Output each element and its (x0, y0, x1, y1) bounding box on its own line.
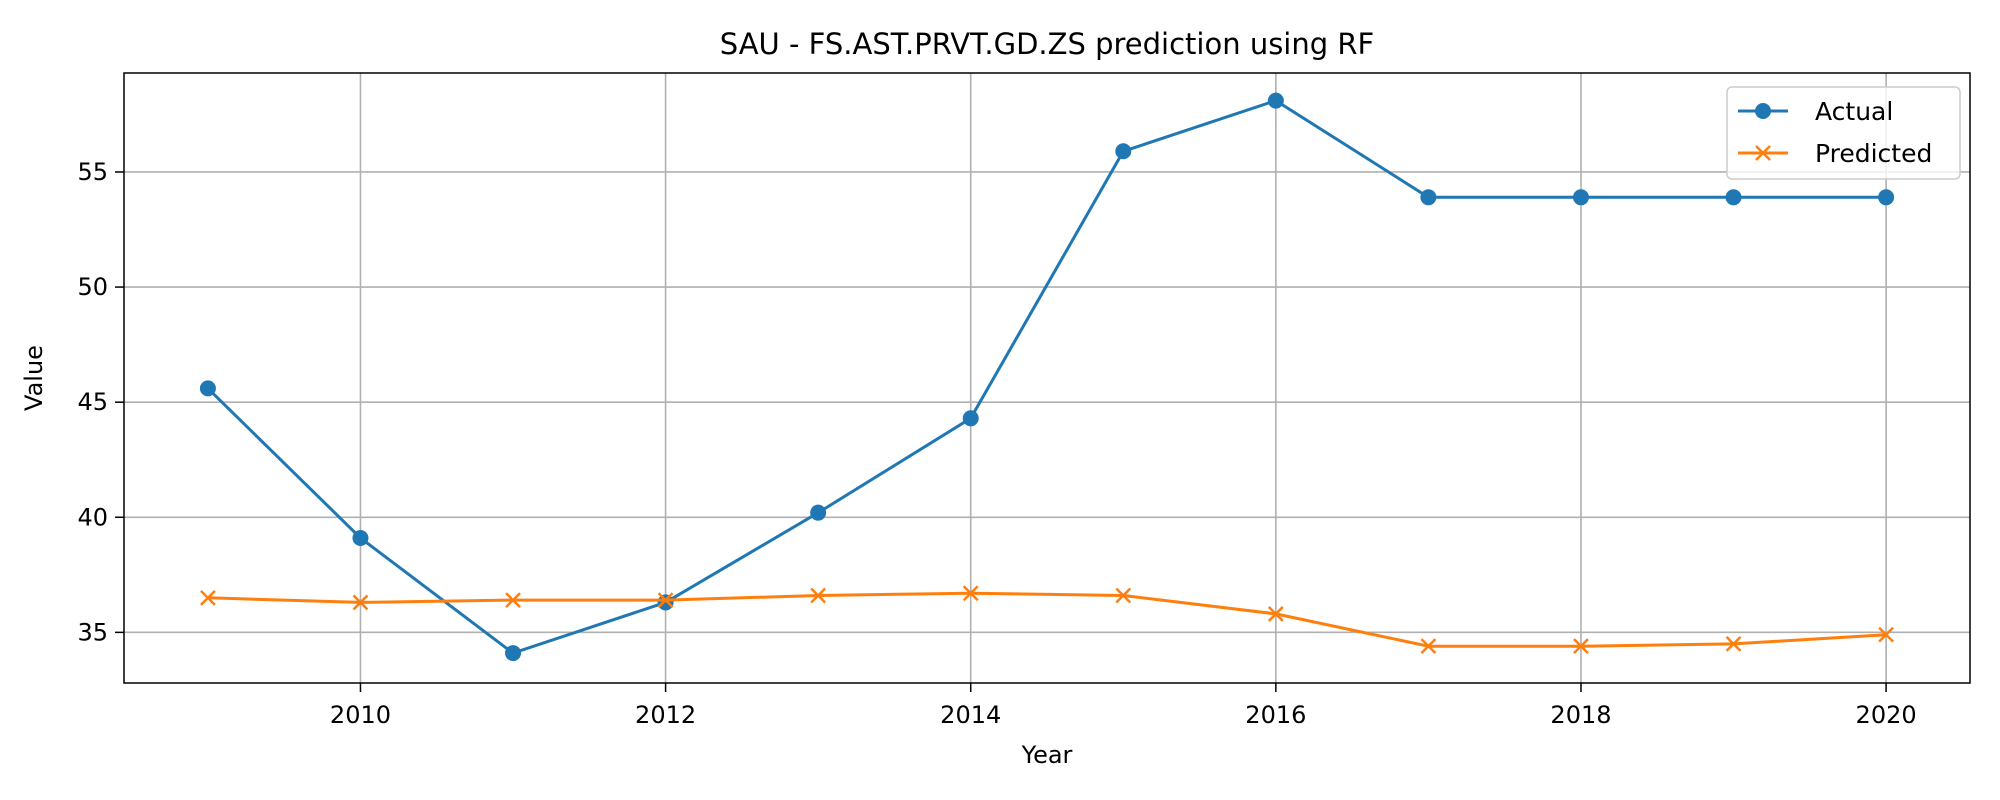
series-layer (199, 92, 1895, 662)
x-axis-label: Year (1021, 741, 1073, 769)
y-tick-label: 45 (77, 388, 108, 416)
predicted-point (1267, 606, 1284, 622)
actual-point (810, 504, 827, 521)
x-tick-label: 2018 (1550, 701, 1611, 729)
axis-ticks: 2010 2012 2014 2016 2018 2020 35 40 45 50 55 (77, 158, 1916, 729)
legend-marker-predicted (1755, 145, 1771, 161)
y-tick-label: 40 (77, 503, 108, 531)
predicted-point (1420, 638, 1437, 655)
x-tick-label: 2016 (1245, 701, 1306, 729)
chart-title: SAU - FS.AST.PRVT.GD.ZS prediction using… (720, 27, 1374, 61)
x-tick-label: 2010 (330, 701, 391, 729)
actual-line (206, 99, 1887, 655)
plot-frame (123, 72, 1971, 684)
predicted-point (1115, 587, 1132, 604)
predicted-point (352, 594, 369, 611)
predicted-point (810, 587, 827, 604)
x-tick-label: 2012 (635, 701, 696, 729)
actual-point (1725, 189, 1742, 206)
legend-marker-actual (1755, 103, 1771, 119)
actual-point (657, 594, 674, 611)
actual-point (505, 645, 522, 662)
x-tick-label: 2020 (1856, 701, 1917, 729)
predicted-point (657, 592, 674, 609)
y-tick-label: 55 (77, 158, 108, 186)
actual-point (962, 410, 979, 427)
actual-point (1115, 143, 1132, 160)
legend-label-actual: Actual (1815, 97, 1893, 126)
predicted-point (1573, 638, 1589, 655)
y-axis-label: Value (20, 345, 48, 411)
legend: Actual Predicted (1726, 86, 1961, 180)
predicted-point (1725, 635, 1742, 652)
actual-point (352, 529, 369, 546)
predicted-point (962, 585, 979, 602)
predicted-line (207, 591, 1887, 648)
predicted-point (200, 589, 216, 606)
y-tick-label: 35 (77, 618, 108, 646)
predicted-point (505, 592, 521, 609)
x-tick-label: 2014 (940, 701, 1001, 729)
actual-point (1420, 189, 1437, 206)
actual-point (1878, 189, 1895, 206)
y-tick-label: 50 (77, 273, 108, 301)
legend-label-predicted: Predicted (1815, 139, 1932, 168)
predicted-point (1878, 626, 1894, 643)
actual-point (1267, 92, 1284, 109)
series-predicted (200, 585, 1894, 655)
actual-point (199, 380, 216, 397)
actual-point (1572, 189, 1589, 206)
series-actual (199, 92, 1895, 662)
